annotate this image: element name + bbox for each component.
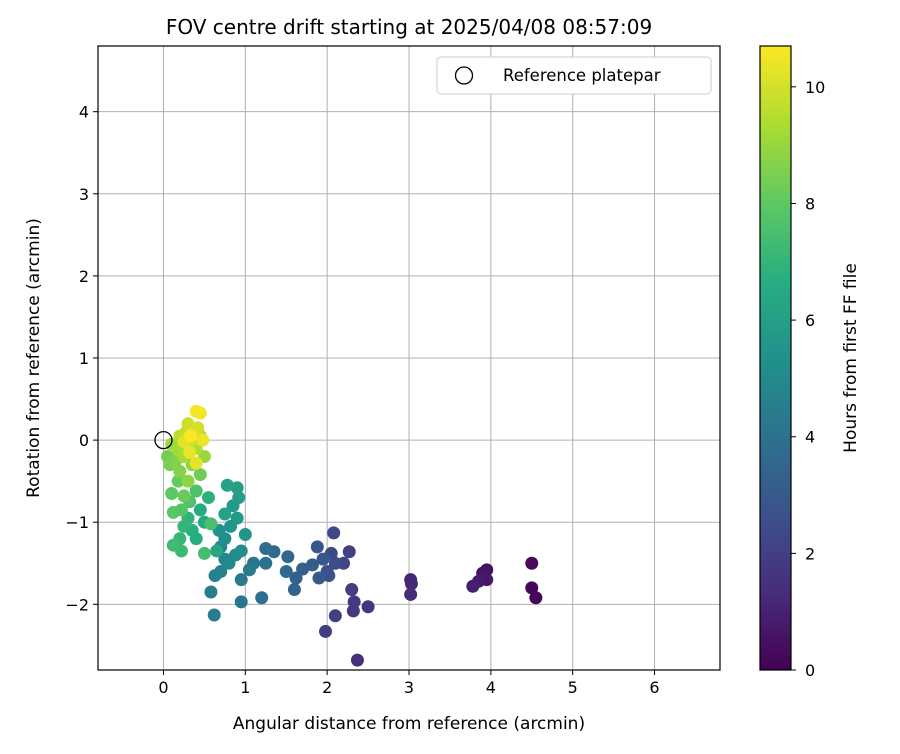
- data-point: [183, 429, 197, 443]
- x-axis-label: Angular distance from reference (arcmin): [233, 714, 585, 734]
- data-point: [319, 624, 333, 638]
- x-tick-label: 4: [486, 678, 496, 697]
- x-tick-label: 1: [240, 678, 250, 697]
- data-point: [347, 595, 361, 609]
- data-point: [342, 545, 356, 559]
- x-tick-label: 6: [649, 678, 659, 697]
- y-tick-label: 1: [79, 349, 89, 368]
- data-point: [197, 546, 211, 560]
- data-point: [204, 585, 218, 599]
- y-tick-label: −2: [65, 595, 89, 614]
- data-point: [196, 433, 210, 447]
- x-tick-label: 3: [404, 678, 414, 697]
- data-point: [327, 526, 341, 540]
- data-point: [230, 481, 244, 495]
- data-point: [181, 417, 195, 431]
- colorbar-tick-label: 8: [805, 194, 815, 213]
- y-axis-label: Rotation from reference (arcmin): [24, 218, 44, 498]
- y-tick-label: −1: [65, 513, 89, 532]
- y-tick-label: 0: [79, 431, 89, 450]
- data-point: [230, 511, 244, 525]
- data-point: [166, 505, 180, 519]
- x-tick-label: 5: [568, 678, 578, 697]
- colorbar-gradient: [759, 45, 792, 671]
- data-point: [279, 564, 293, 578]
- legend-box: [436, 56, 712, 95]
- y-tick-label: 3: [79, 185, 89, 204]
- data-point: [289, 571, 303, 585]
- data-point: [404, 577, 418, 591]
- data-point: [166, 538, 180, 552]
- data-point: [525, 556, 539, 570]
- data-point: [345, 583, 359, 597]
- data-point: [218, 507, 232, 521]
- data-point: [259, 541, 273, 555]
- data-point: [214, 564, 228, 578]
- data-point: [328, 609, 342, 623]
- legend-marker: [454, 66, 474, 85]
- chart-title: FOV centre drift starting at 2025/04/08 …: [166, 15, 652, 39]
- colorbar-tick-label: 6: [805, 311, 815, 330]
- data-point: [210, 544, 224, 558]
- data-point: [316, 552, 330, 566]
- data-point: [183, 445, 197, 459]
- y-tick-label: 4: [79, 103, 89, 122]
- data-point: [529, 591, 543, 605]
- data-point: [165, 486, 179, 500]
- legend-label: Reference platepar: [503, 66, 661, 85]
- data-point: [312, 571, 326, 585]
- data-point: [193, 503, 207, 517]
- y-tick-label: 2: [79, 267, 89, 286]
- data-point: [361, 600, 375, 614]
- data-point: [189, 484, 203, 498]
- data-point: [204, 517, 218, 531]
- data-point: [242, 563, 256, 577]
- data-point: [171, 474, 185, 488]
- data-point: [234, 573, 248, 587]
- data-point: [193, 468, 207, 482]
- data-point: [259, 556, 273, 570]
- data-point: [305, 558, 319, 572]
- data-point: [525, 581, 539, 595]
- data-point: [173, 464, 187, 478]
- colorbar: 0 2 4 6 8 10 Hours from first FF file: [759, 45, 861, 680]
- data-point: [296, 562, 310, 576]
- data-point: [310, 540, 324, 554]
- colorbar-tick-label: 2: [805, 544, 815, 563]
- data-point: [177, 519, 191, 533]
- data-point: [234, 544, 248, 558]
- data-point: [287, 583, 301, 597]
- data-point: [404, 587, 418, 601]
- y-axis-ticks: −2 −1 0 1 2 3 4: [65, 103, 98, 614]
- data-point: [466, 579, 480, 593]
- data-point: [234, 595, 248, 609]
- data-point: [220, 478, 234, 492]
- colorbar-tick-label: 4: [805, 428, 815, 447]
- data-point: [232, 491, 246, 505]
- colorbar-label: Hours from first FF file: [841, 263, 861, 453]
- data-point: [328, 556, 342, 570]
- data-point: [255, 591, 269, 605]
- legend: Reference platepar: [436, 56, 712, 95]
- x-tick-label: 2: [322, 678, 332, 697]
- data-point: [281, 550, 295, 564]
- data-points: [161, 404, 543, 667]
- gridlines: [98, 46, 720, 670]
- data-point: [201, 491, 215, 505]
- data-point: [181, 474, 195, 488]
- data-point: [189, 456, 203, 470]
- colorbar-tick-label: 0: [805, 661, 815, 680]
- x-axis-ticks: 0 1 2 3 4 5 6: [158, 670, 660, 697]
- colorbar-ticks: 0 2 4 6 8 10: [791, 78, 825, 680]
- x-tick-label: 0: [158, 678, 168, 697]
- data-point: [350, 653, 364, 667]
- data-point: [177, 489, 191, 503]
- colorbar-tick-label: 10: [805, 78, 825, 97]
- data-point: [238, 528, 252, 542]
- data-point: [207, 608, 221, 622]
- data-point: [322, 569, 336, 583]
- data-point: [189, 404, 203, 418]
- reference-platepar-marker: [154, 430, 173, 450]
